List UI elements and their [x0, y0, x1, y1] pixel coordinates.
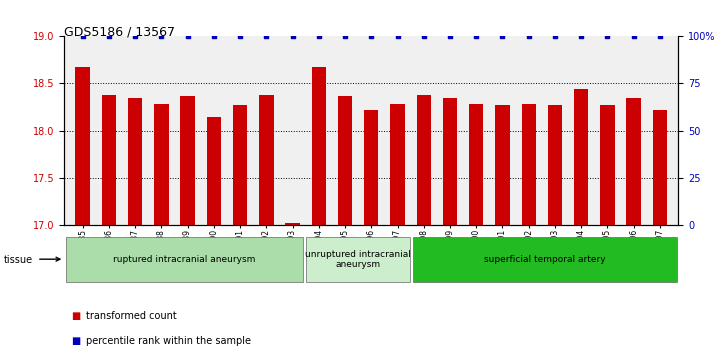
- Point: [339, 33, 351, 39]
- Bar: [413, 237, 677, 282]
- Point: [234, 33, 246, 39]
- Bar: [76, 68, 90, 225]
- Text: tissue: tissue: [4, 254, 33, 265]
- Text: ■: ■: [71, 311, 81, 321]
- Bar: [154, 104, 169, 225]
- Point: [418, 33, 430, 39]
- Bar: [548, 105, 562, 225]
- Text: transformed count: transformed count: [86, 311, 176, 321]
- Point: [156, 33, 167, 39]
- Bar: [128, 98, 142, 225]
- Point: [287, 33, 298, 39]
- Point: [471, 33, 482, 39]
- Point: [575, 33, 587, 39]
- Point: [77, 33, 89, 39]
- Point: [208, 33, 219, 39]
- Bar: [259, 95, 273, 225]
- Point: [103, 33, 114, 39]
- Point: [549, 33, 560, 39]
- Point: [654, 33, 665, 39]
- Bar: [416, 95, 431, 225]
- Bar: [206, 117, 221, 225]
- Bar: [306, 237, 410, 282]
- Bar: [574, 89, 588, 225]
- Text: ruptured intracranial aneurysm: ruptured intracranial aneurysm: [114, 255, 256, 264]
- Bar: [443, 98, 457, 225]
- Point: [392, 33, 403, 39]
- Bar: [626, 98, 641, 225]
- Text: superficial temporal artery: superficial temporal artery: [484, 255, 605, 264]
- Point: [602, 33, 613, 39]
- Point: [313, 33, 324, 39]
- Bar: [286, 223, 300, 225]
- Bar: [311, 66, 326, 225]
- Point: [366, 33, 377, 39]
- Bar: [653, 110, 667, 225]
- Point: [261, 33, 272, 39]
- Bar: [364, 110, 378, 225]
- Bar: [101, 95, 116, 225]
- Bar: [338, 96, 352, 225]
- Point: [497, 33, 508, 39]
- Text: unruptured intracranial
aneurysm: unruptured intracranial aneurysm: [305, 250, 411, 269]
- Bar: [391, 104, 405, 225]
- Text: GDS5186 / 13567: GDS5186 / 13567: [64, 25, 175, 38]
- Bar: [181, 96, 195, 225]
- Bar: [66, 237, 303, 282]
- Bar: [496, 105, 510, 225]
- Point: [523, 33, 535, 39]
- Text: ■: ■: [71, 336, 81, 346]
- Bar: [600, 105, 615, 225]
- Point: [182, 33, 193, 39]
- Bar: [469, 104, 483, 225]
- Point: [129, 33, 141, 39]
- Bar: [233, 105, 247, 225]
- Point: [628, 33, 640, 39]
- Text: percentile rank within the sample: percentile rank within the sample: [86, 336, 251, 346]
- Bar: [521, 104, 536, 225]
- Point: [444, 33, 456, 39]
